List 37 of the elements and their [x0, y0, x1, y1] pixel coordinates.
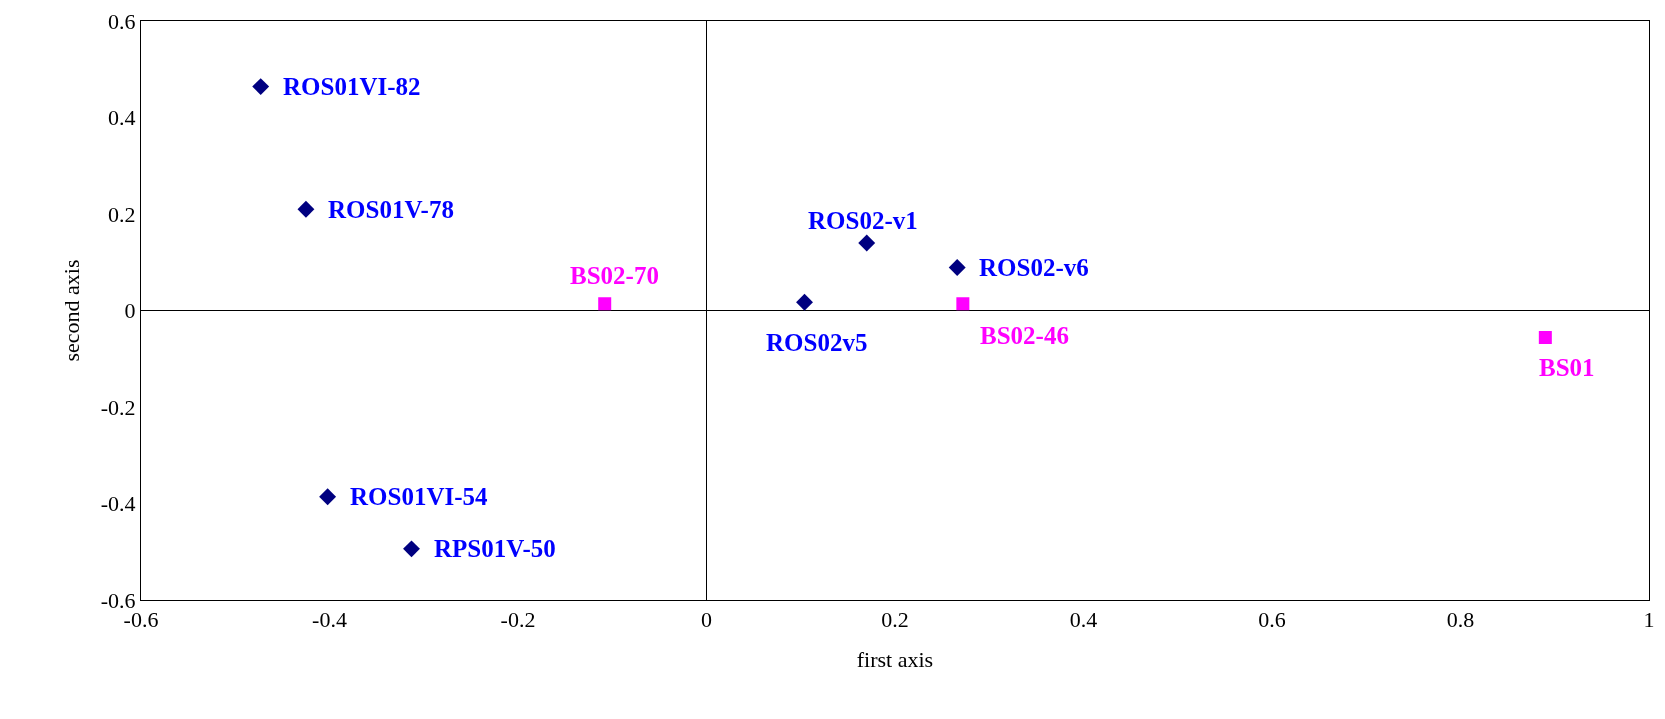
x-tick-label: -0.4: [312, 607, 347, 633]
x-tick-label: 0: [701, 607, 712, 633]
y-tick-label: 0.4: [108, 105, 136, 131]
annotation: BS02-70: [570, 262, 659, 289]
point: [598, 297, 612, 311]
point: [796, 293, 813, 311]
annotation: ROS02-v1: [808, 207, 918, 234]
x-tick-label: -0.2: [500, 607, 536, 633]
y-tick-label: 0.6: [108, 8, 136, 34]
annotation: BS01: [1539, 354, 1595, 381]
point: [403, 540, 420, 558]
point: [297, 200, 315, 218]
y-tick-label: -0.4: [100, 491, 136, 517]
annotation: ROS01VI-54: [350, 483, 489, 510]
x-tick-label: 0.8: [1446, 607, 1475, 633]
y-tick-label: 0.2: [108, 201, 136, 227]
y-axis-title: second axis: [58, 259, 84, 362]
point: [319, 488, 337, 506]
annotation: RPS01V-50: [434, 535, 556, 562]
point: [956, 297, 970, 311]
annotation: ROS02-v6: [979, 254, 1089, 281]
x-tick-label: 0.2: [881, 607, 909, 633]
annotation: BS02-46: [980, 322, 1069, 349]
point: [858, 234, 876, 252]
y-tick-label: -0.6: [100, 587, 136, 613]
point: [252, 78, 270, 96]
point: [948, 259, 966, 277]
x-axis-title: first axis: [856, 647, 934, 673]
annotation: ROS02v5: [766, 329, 868, 356]
annotation: ROS01VI-82: [283, 73, 421, 100]
y-tick-label: 0: [124, 298, 136, 324]
annotation: ROS01V-78: [328, 196, 454, 223]
x-tick-label: 0.4: [1069, 607, 1098, 633]
y-tick-label: -0.2: [100, 394, 136, 420]
point: [1538, 331, 1552, 345]
x-tick-label: 0.6: [1258, 607, 1286, 633]
x-tick-label: 1: [1643, 607, 1655, 633]
